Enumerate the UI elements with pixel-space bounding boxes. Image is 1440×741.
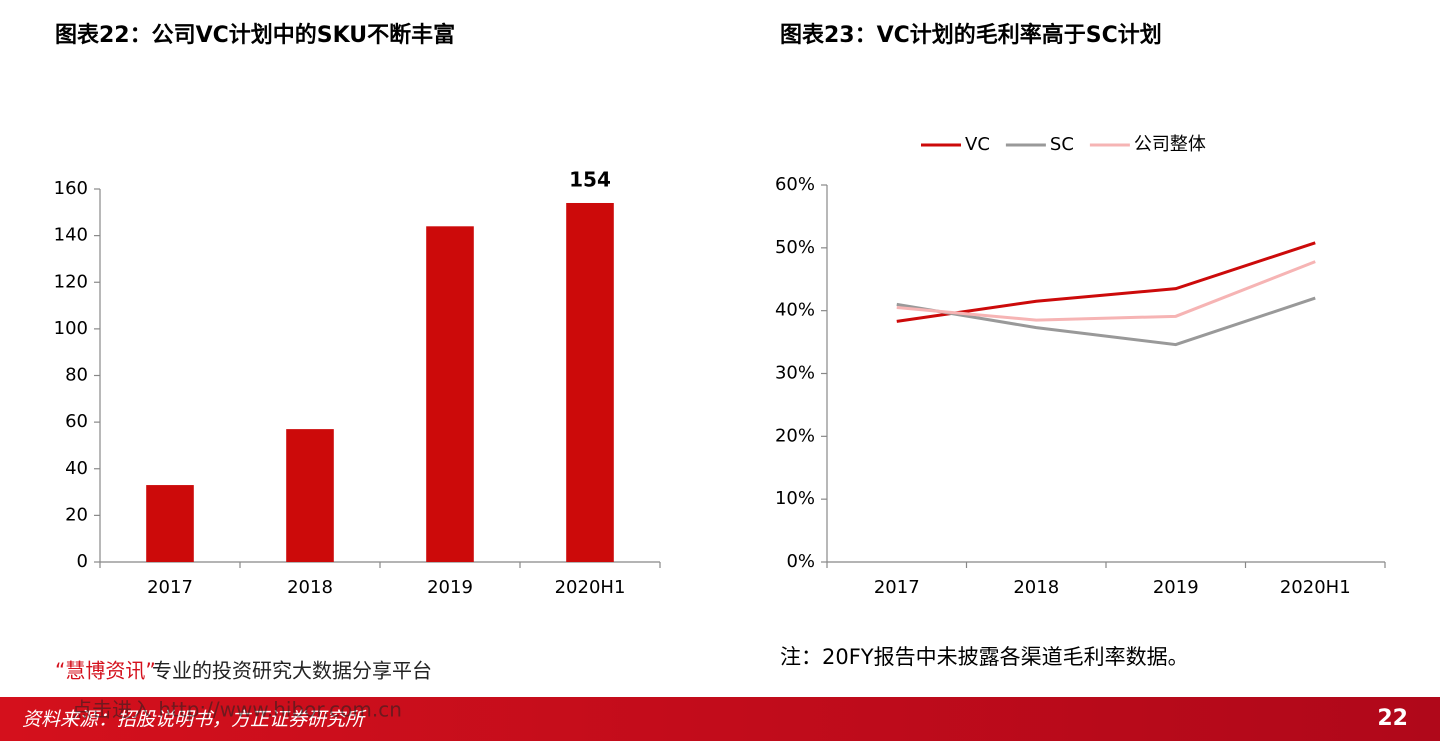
x-tick-label: 2018	[287, 577, 333, 598]
note: 注：20FY报告中未披露各渠道毛利率数据。	[780, 645, 1189, 669]
footer-band	[0, 697, 1440, 741]
y-tick-label: 40	[65, 458, 88, 479]
y-tick-label: 30%	[775, 363, 815, 384]
y-tick-label: 20%	[775, 425, 815, 446]
y-tick-label: 120	[54, 271, 88, 292]
x-tick-label: 2020H1	[1280, 577, 1351, 598]
y-tick-label: 0%	[786, 551, 815, 572]
bar	[146, 485, 194, 562]
legend-label: SC	[1050, 134, 1074, 155]
y-tick-label: 140	[54, 225, 88, 246]
legend-label: VC	[965, 134, 990, 155]
chart-title: 图表23：VC计划的毛利率高于SC计划	[780, 22, 1162, 48]
legend-label: 公司整体	[1134, 134, 1206, 155]
source: 资料来源：招股说明书，方正证券研究所	[22, 709, 367, 731]
y-tick-label: 10%	[775, 488, 815, 509]
watermark-link: 点击进入 http://www.hibor.com.cn	[72, 698, 402, 722]
x-tick-label: 2020H1	[555, 577, 626, 598]
y-tick-label: 40%	[775, 300, 815, 321]
y-tick-label: 60%	[775, 174, 815, 195]
x-tick-label: 2017	[874, 577, 920, 598]
data-label: 154	[569, 167, 611, 191]
y-tick-label: 100	[54, 318, 88, 339]
line-series	[896, 241, 1316, 323]
line-series	[896, 260, 1316, 322]
x-tick-label: 2019	[1153, 577, 1199, 598]
y-tick-label: 60	[65, 411, 88, 432]
y-tick-label: 50%	[775, 237, 815, 258]
watermark-text: 专业的投资研究大数据分享平台	[152, 659, 432, 683]
page-number: 22	[1377, 706, 1408, 731]
y-tick-label: 160	[54, 178, 88, 199]
y-tick-label: 20	[65, 504, 88, 525]
x-tick-label: 2019	[427, 577, 473, 598]
chart-title: 图表22：公司VC计划中的SKU不断丰富	[55, 22, 455, 48]
bar	[566, 202, 614, 563]
watermark-brand: “慧博资讯”	[55, 659, 156, 683]
line-series	[896, 296, 1316, 347]
y-tick-label: 80	[65, 365, 88, 386]
x-tick-label: 2018	[1013, 577, 1059, 598]
bar	[426, 226, 474, 563]
y-tick-label: 0	[77, 551, 88, 572]
bar	[286, 429, 334, 562]
x-tick-label: 2017	[147, 577, 193, 598]
